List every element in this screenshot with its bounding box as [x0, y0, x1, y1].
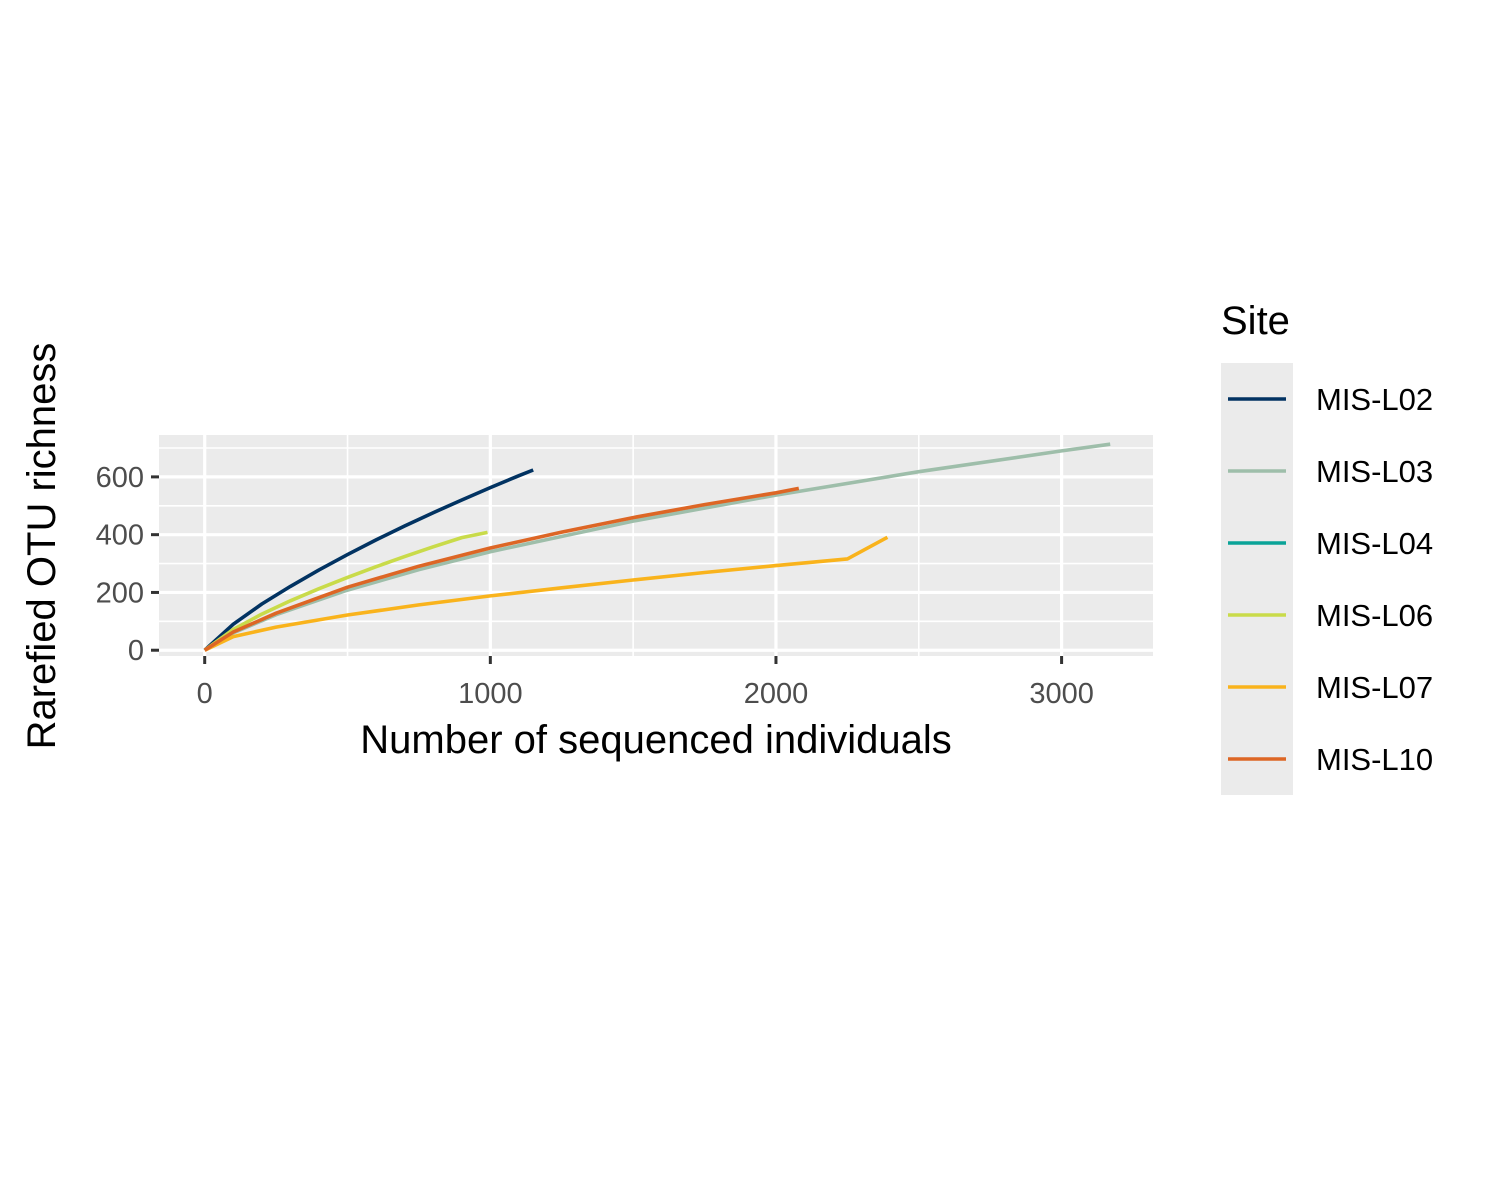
- x-tick-label: 1000: [458, 678, 523, 710]
- x-tick-label: 0: [197, 678, 213, 710]
- x-tick-label: 2000: [744, 678, 809, 710]
- legend-items: MIS-L02 MIS-L03 MIS-L04 MIS-L06 MIS-L07 MIS-L…: [1228, 382, 1433, 777]
- y-tick-label: 0: [128, 635, 144, 667]
- legend-label-mis-l07: MIS-L07: [1316, 670, 1433, 705]
- legend-label-mis-l04: MIS-L04: [1316, 526, 1433, 561]
- x-axis-title: Number of sequenced individuals: [360, 718, 951, 762]
- legend: Site MIS-L02 MIS-L03 MIS-L04 MIS-L06 MIS-L07…: [1221, 299, 1433, 795]
- legend-key-background: [1221, 363, 1293, 795]
- x-tick-label: 3000: [1029, 678, 1094, 710]
- x-axis: 0 1000 2000 3000: [197, 656, 1094, 710]
- series-line-mis-l06: [203, 530, 488, 652]
- y-tick-label: 400: [96, 520, 144, 552]
- y-axis-title: Rarefied OTU richness: [20, 343, 64, 750]
- legend-label-mis-l06: MIS-L06: [1316, 598, 1433, 633]
- series-lines: [203, 442, 1111, 652]
- y-axis: 0 200 400 600: [96, 462, 159, 667]
- legend-label-mis-l02: MIS-L02: [1316, 382, 1433, 417]
- legend-label-mis-l10: MIS-L10: [1316, 742, 1433, 777]
- series-line-mis-l02: [203, 468, 534, 652]
- series-line-mis-l07: [203, 535, 889, 652]
- legend-label-mis-l03: MIS-L03: [1316, 454, 1433, 489]
- legend-title: Site: [1221, 299, 1290, 343]
- series-line-mis-l10: [203, 486, 800, 652]
- major-gridlines: [159, 435, 1153, 656]
- y-tick-label: 200: [96, 577, 144, 609]
- y-tick-label: 600: [96, 462, 144, 494]
